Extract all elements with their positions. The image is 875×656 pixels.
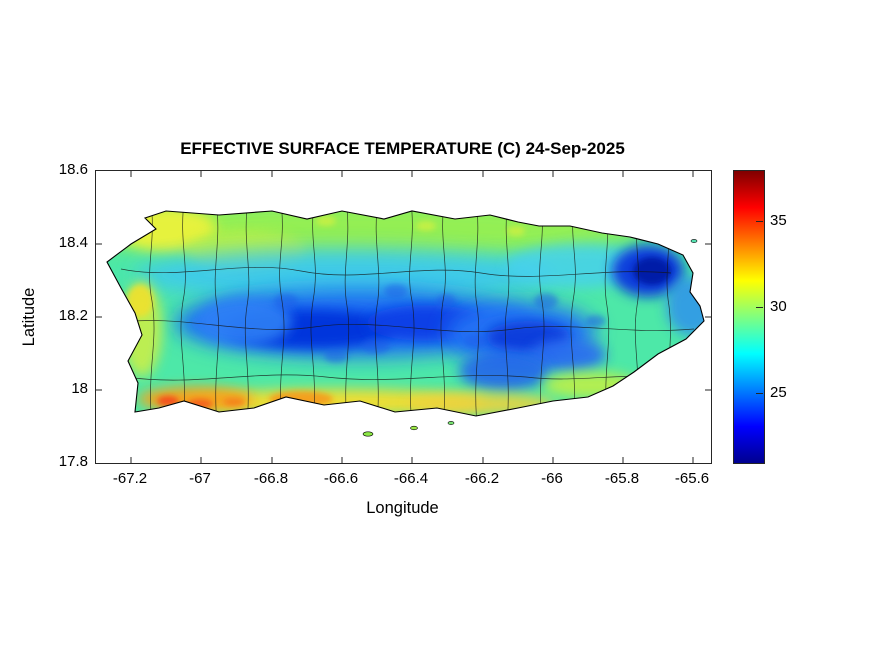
plot-area (95, 170, 712, 464)
temperature-field (107, 211, 704, 416)
colorbar-tick-label: 25 (770, 384, 787, 401)
y-tick-label: 18.2 (58, 307, 88, 324)
colorbar-tick-label: 30 (770, 298, 787, 315)
colorbar-tick-mark (756, 221, 763, 222)
x-tick-label: -65.8 (604, 470, 640, 487)
colorbar (733, 170, 765, 464)
x-tick-label: -65.6 (674, 470, 710, 487)
x-axis-label: Longitude (366, 499, 439, 517)
y-tick-label: 17.8 (58, 453, 88, 470)
x-tick-label: -66.6 (323, 470, 359, 487)
colorbar-tick-mark (756, 393, 763, 394)
plot-title: EFFECTIVE SURFACE TEMPERATURE (C) 24-Sep… (180, 139, 625, 158)
colorbar-tick-mark (756, 307, 763, 308)
x-tick-label: -66.4 (393, 470, 429, 487)
coastline-outline (106, 210, 705, 417)
axis-tick-marks (96, 171, 711, 463)
x-tick-label: -66.8 (253, 470, 289, 487)
offshore-islets (362, 239, 698, 437)
municipality-boundaries (113, 211, 695, 416)
x-tick-label: -67.2 (112, 470, 148, 487)
y-tick-label: 18 (71, 380, 88, 397)
x-tick-label: -67 (189, 470, 211, 487)
x-tick-label: -66 (541, 470, 563, 487)
y-tick-label: 18.4 (58, 234, 88, 251)
y-tick-label: 18.6 (58, 161, 88, 178)
puerto-rico-temperature-map (96, 171, 711, 463)
x-tick-label: -66.2 (464, 470, 500, 487)
colorbar-tick-label: 35 (770, 212, 787, 229)
